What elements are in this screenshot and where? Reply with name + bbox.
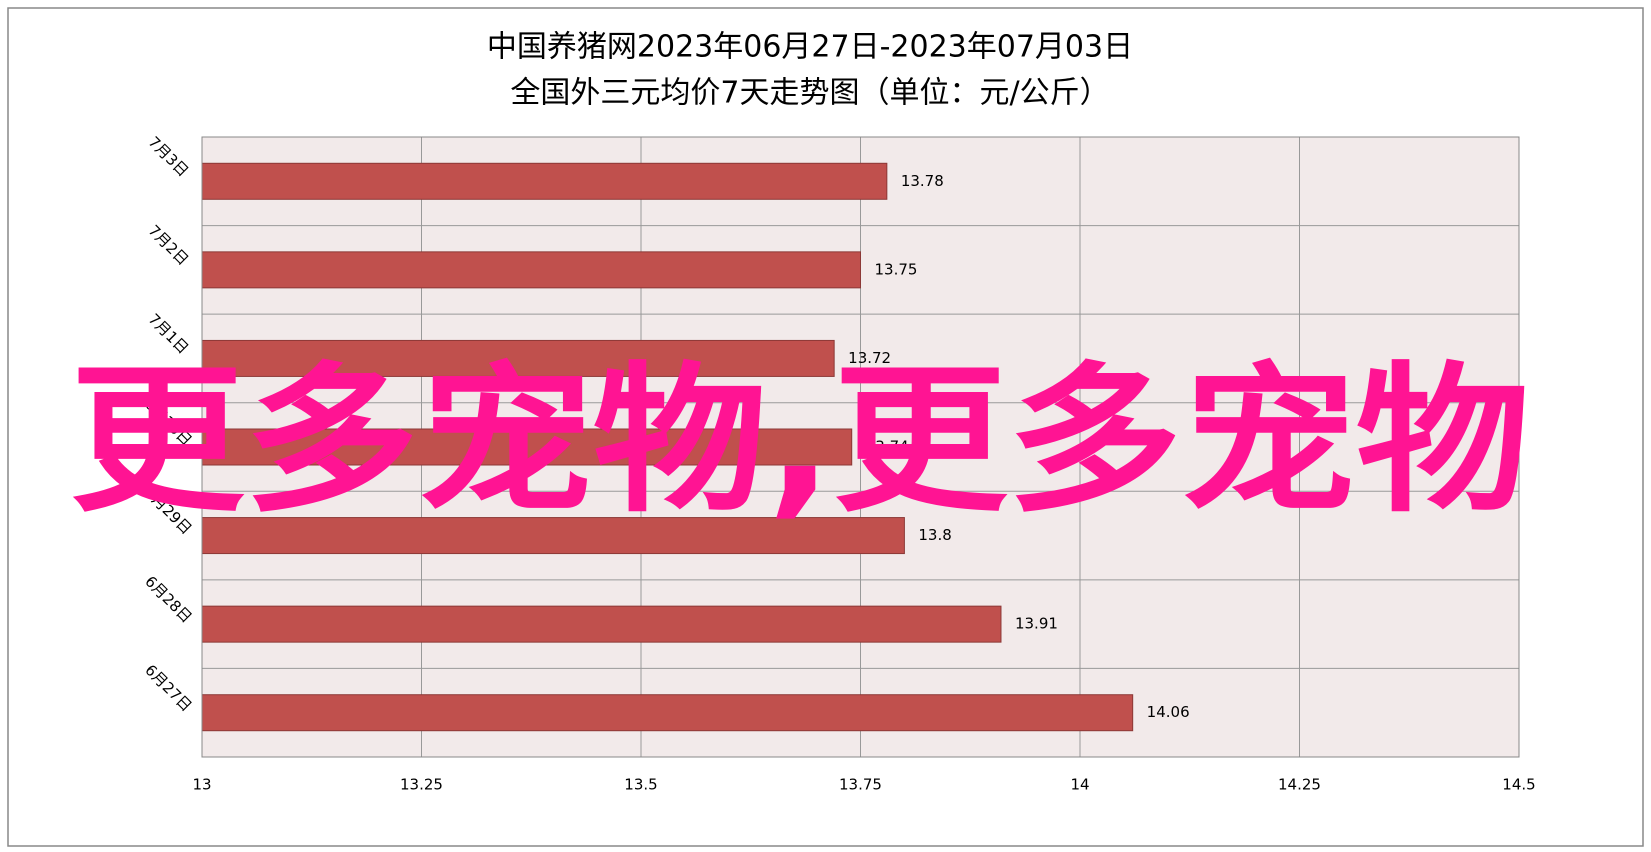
x-tick-label: 13.25 [400,776,443,794]
bar [201,605,1002,643]
bar [201,162,888,200]
x-tick-label: 14 [1070,776,1089,794]
chart-title: 中国养猪网2023年06月27日-2023年07月03日 [487,30,1133,65]
chart-subtitle: 全国外三元均价7天走势图（单位：元/公斤） [510,76,1109,111]
bar [201,694,1134,732]
watermark: 更多宠物,更多宠物 [70,347,1530,534]
x-tick-label: 14.5 [1502,776,1535,794]
data-label: 14.06 [1147,703,1190,721]
data-label: 13.8 [918,526,951,544]
x-tick-label: 13.5 [624,776,657,794]
data-label: 13.75 [875,260,918,278]
bar [201,339,835,377]
data-label: 13.74 [866,438,909,456]
bar [201,251,861,289]
bar [201,428,853,466]
x-tick-label: 14.25 [1278,776,1321,794]
data-label: 13.91 [1015,615,1058,633]
plot-border [201,136,1520,758]
x-tick-label: 13.75 [839,776,882,794]
x-tick-label: 13 [192,776,211,794]
data-label: 13.72 [848,349,891,367]
data-label: 13.78 [901,172,944,190]
